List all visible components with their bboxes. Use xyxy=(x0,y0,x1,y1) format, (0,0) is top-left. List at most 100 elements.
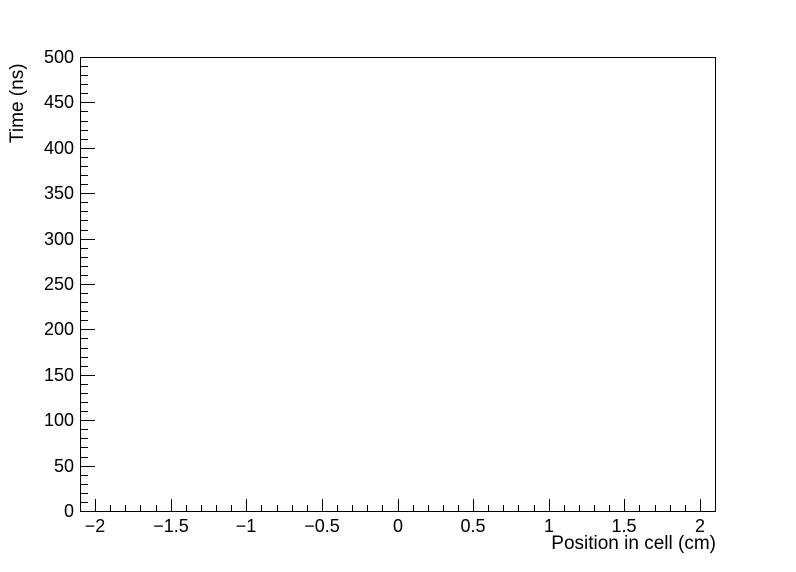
x-minor-tick xyxy=(579,505,580,511)
x-tick-label: 0 xyxy=(392,516,403,536)
y-minor-tick xyxy=(81,484,88,485)
y-major-tick xyxy=(81,420,95,421)
x-minor-tick xyxy=(201,505,202,511)
y-minor-tick xyxy=(81,175,88,176)
y-minor-tick xyxy=(81,493,88,494)
y-minor-tick xyxy=(81,202,88,203)
x-minor-tick xyxy=(428,505,429,511)
y-major-tick xyxy=(81,329,95,330)
x-major-tick xyxy=(473,499,474,511)
y-tick-label: 0 xyxy=(63,501,74,521)
y-minor-tick xyxy=(81,257,88,258)
x-minor-tick xyxy=(685,505,686,511)
y-minor-tick xyxy=(81,211,88,212)
x-tick-label: 1 xyxy=(543,516,554,536)
y-minor-tick xyxy=(81,302,88,303)
x-tick-label: 2 xyxy=(694,516,705,536)
x-minor-tick xyxy=(639,505,640,511)
x-minor-tick xyxy=(186,505,187,511)
y-tick-label: 500 xyxy=(43,47,74,67)
x-major-tick xyxy=(171,499,172,511)
x-minor-tick xyxy=(382,505,383,511)
plot-frame xyxy=(80,57,716,512)
y-major-tick xyxy=(81,284,95,285)
y-tick-label: 50 xyxy=(53,456,74,476)
y-minor-tick xyxy=(81,111,88,112)
y-minor-tick xyxy=(81,157,88,158)
y-minor-tick xyxy=(81,275,88,276)
x-minor-tick xyxy=(140,505,141,511)
x-minor-tick xyxy=(367,505,368,511)
x-minor-tick xyxy=(443,505,444,511)
x-tick-label: −2 xyxy=(84,516,106,536)
x-major-tick xyxy=(549,499,550,511)
y-major-tick xyxy=(81,193,95,194)
y-minor-tick xyxy=(81,429,88,430)
x-minor-tick xyxy=(609,505,610,511)
x-minor-tick xyxy=(352,505,353,511)
x-minor-tick xyxy=(458,505,459,511)
y-axis-title: Time (ns) xyxy=(7,63,28,143)
x-axis-title: Position in cell (cm) xyxy=(551,533,716,554)
x-major-tick xyxy=(246,499,247,511)
x-minor-tick xyxy=(231,505,232,511)
y-minor-tick xyxy=(81,139,88,140)
y-minor-tick xyxy=(81,366,88,367)
x-tick-label: −1.5 xyxy=(153,516,189,536)
y-minor-tick xyxy=(81,447,88,448)
x-minor-tick xyxy=(564,505,565,511)
x-minor-tick xyxy=(655,505,656,511)
x-major-tick xyxy=(398,499,399,511)
x-minor-tick xyxy=(413,505,414,511)
x-major-tick xyxy=(700,499,701,511)
y-tick-label: 200 xyxy=(43,319,74,339)
y-minor-tick xyxy=(81,311,88,312)
y-tick-label: 300 xyxy=(43,229,74,249)
y-minor-tick xyxy=(81,121,88,122)
y-minor-tick xyxy=(81,320,88,321)
x-tick-label: −0.5 xyxy=(304,516,340,536)
x-minor-tick xyxy=(292,505,293,511)
x-minor-tick xyxy=(503,505,504,511)
x-minor-tick xyxy=(337,505,338,511)
y-minor-tick xyxy=(81,411,88,412)
y-major-tick xyxy=(81,239,95,240)
y-tick-label: 350 xyxy=(43,183,74,203)
y-minor-tick xyxy=(81,166,88,167)
y-minor-tick xyxy=(81,502,88,503)
y-major-tick xyxy=(81,148,95,149)
x-major-tick xyxy=(322,499,323,511)
y-tick-label: 150 xyxy=(43,365,74,385)
x-tick-label: 1.5 xyxy=(611,516,637,536)
y-minor-tick xyxy=(81,393,88,394)
y-minor-tick xyxy=(81,220,88,221)
x-minor-tick xyxy=(110,505,111,511)
x-minor-tick xyxy=(307,505,308,511)
y-minor-tick xyxy=(81,293,88,294)
x-tick-label: −1 xyxy=(235,516,257,536)
x-tick-label: 0.5 xyxy=(460,516,486,536)
y-minor-tick xyxy=(81,338,88,339)
x-minor-tick xyxy=(594,505,595,511)
x-minor-tick xyxy=(216,505,217,511)
y-minor-tick xyxy=(81,66,88,67)
y-major-tick xyxy=(81,511,95,512)
y-minor-tick xyxy=(81,130,88,131)
x-minor-tick xyxy=(277,505,278,511)
y-minor-tick xyxy=(81,248,88,249)
y-major-tick xyxy=(81,57,95,58)
y-minor-tick xyxy=(81,266,88,267)
y-minor-tick xyxy=(81,93,88,94)
x-minor-tick xyxy=(518,505,519,511)
x-minor-tick xyxy=(125,505,126,511)
y-tick-label: 400 xyxy=(43,138,74,158)
y-minor-tick xyxy=(81,230,88,231)
y-tick-label: 250 xyxy=(43,274,74,294)
y-minor-tick xyxy=(81,357,88,358)
x-major-tick xyxy=(624,499,625,511)
y-minor-tick xyxy=(81,438,88,439)
y-major-tick xyxy=(81,102,95,103)
x-minor-tick xyxy=(534,505,535,511)
y-minor-tick xyxy=(81,84,88,85)
